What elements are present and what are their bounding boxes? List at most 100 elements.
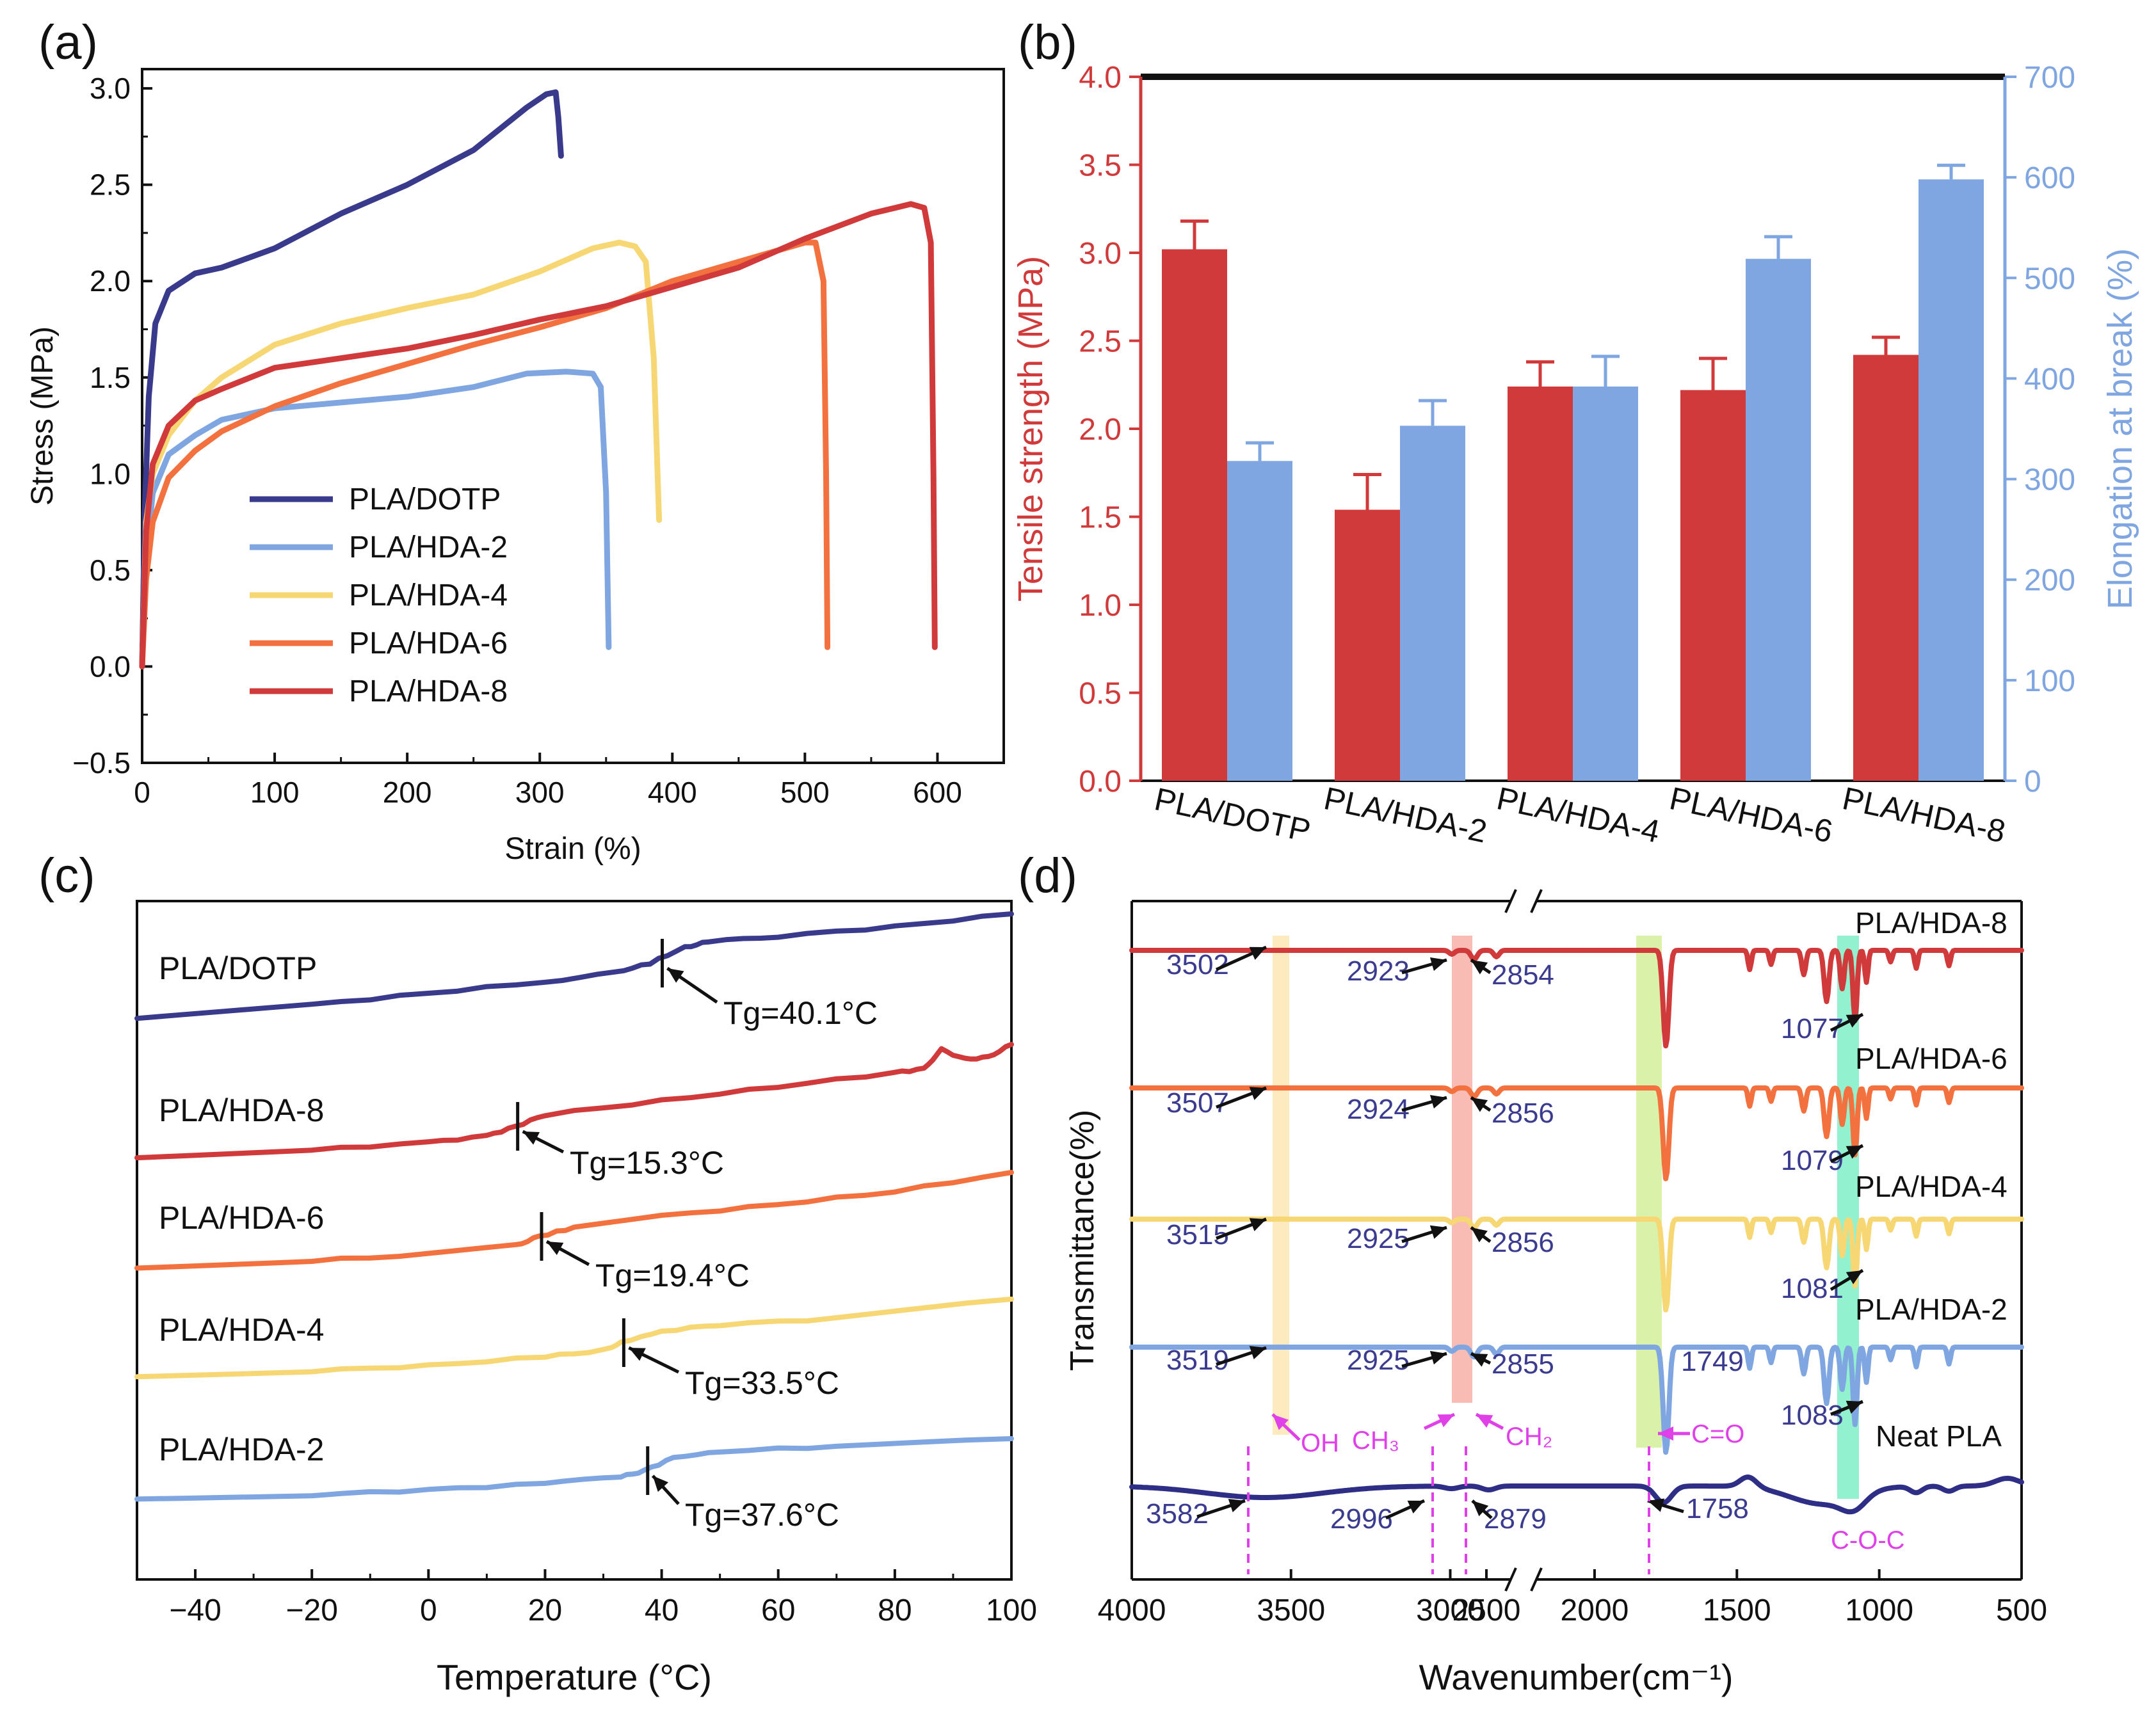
- x-tick-label: 80: [878, 1594, 912, 1627]
- peak-label: 2856: [1492, 1227, 1554, 1258]
- series-label: PLA/HDA-2: [159, 1432, 324, 1467]
- peak-arrow-head: [1249, 1218, 1266, 1231]
- bar-tensile: [1162, 249, 1227, 781]
- curve-pla-hda-4: [139, 239, 663, 669]
- peak-label: 1749: [1681, 1346, 1744, 1377]
- y-tick-label-left: 3.5: [1079, 149, 1122, 183]
- peak-arrow-head: [1846, 1400, 1863, 1414]
- x-tick-label: 20: [528, 1594, 562, 1627]
- curve-pla-hda-8: [139, 201, 938, 669]
- dsc-curve: [134, 1170, 1014, 1271]
- y-tick-label-right: 700: [2024, 61, 2075, 95]
- band-ch: [1452, 936, 1472, 1403]
- x-tick-label: −40: [169, 1594, 221, 1627]
- x-tick-label: 3500: [1257, 1594, 1325, 1627]
- x-tick-label: 500: [780, 776, 830, 809]
- x-tick-label: 40: [645, 1594, 679, 1627]
- peak-arrow-head: [1471, 1098, 1488, 1112]
- y-tick-label-left: 4.0: [1079, 61, 1122, 95]
- curve-pla-dotp: [139, 89, 564, 669]
- dsc-curve: [134, 1297, 1014, 1380]
- legend-item: PLA/HDA-6: [349, 627, 508, 660]
- peak-arrow-head: [1228, 1499, 1245, 1513]
- y-tick-label: 2.0: [90, 264, 131, 298]
- bar-elongation: [1400, 426, 1465, 781]
- tg-label: Tg=37.6°C: [685, 1497, 839, 1533]
- peak-label: 3507: [1166, 1087, 1229, 1119]
- peak-label: 2924: [1347, 1094, 1410, 1125]
- x-tick-label: 0: [134, 776, 150, 809]
- peak-label: 2856: [1492, 1098, 1554, 1129]
- y-tick-label-left: 1.5: [1079, 501, 1122, 535]
- tg-label: Tg=40.1°C: [723, 995, 878, 1031]
- y-tick-label-left: 0.0: [1079, 765, 1122, 799]
- group-label-ch2: CH₂: [1506, 1423, 1552, 1451]
- group-arrow-oh-head: [1273, 1414, 1289, 1430]
- x-tick-label: 60: [761, 1594, 795, 1627]
- ftir-curve-hda6: [1129, 1085, 2024, 1181]
- tg-arrow-head: [667, 968, 684, 983]
- x-tick-label: 1500: [1703, 1594, 1771, 1627]
- group-arrow-ch2-head: [1476, 1414, 1493, 1428]
- peak-label: 2925: [1347, 1223, 1410, 1254]
- x-tick-label: 0: [420, 1594, 437, 1627]
- y-tick-label-right: 100: [2024, 664, 2075, 698]
- panel-a-stress-strain: (a) 0 100 200 300 400 500 600 −0.5 0.0 0.5 1.0 1.5 2.…: [26, 15, 1005, 866]
- peak-arrow-head: [1471, 1354, 1488, 1367]
- x-tick-label: 600: [913, 776, 962, 809]
- category-label: PLA/DOTP: [1152, 781, 1314, 849]
- curve-pla-hda-6: [139, 239, 831, 669]
- y-tick-label-left: 3.0: [1079, 237, 1122, 271]
- y-tick-label: 1.0: [90, 457, 131, 490]
- bar-elongation: [1919, 179, 1984, 781]
- y-axis-title-right: Elongation at break (%): [2101, 248, 2139, 609]
- bar-tensile: [1335, 509, 1400, 781]
- peak-label: 1083: [1781, 1400, 1844, 1431]
- y-tick-label-left: 2.0: [1079, 413, 1122, 447]
- bar-tensile: [1508, 387, 1573, 781]
- series-label: PLA/HDA-8: [159, 1092, 324, 1128]
- tg-label: Tg=15.3°C: [570, 1145, 724, 1181]
- bar-tensile: [1853, 355, 1919, 781]
- band-co: [1636, 936, 1662, 1448]
- panel-label-c: (c): [38, 849, 95, 903]
- y-axis-title-d: Transmittance(%): [1064, 1110, 1101, 1371]
- ftir-curve-hda4: [1129, 1217, 2024, 1313]
- ftir-curve-hda2: [1129, 1345, 2024, 1455]
- peak-arrow-head: [1249, 1087, 1266, 1100]
- peak-label: 3582: [1146, 1498, 1209, 1530]
- y-tick-label-left: 2.5: [1079, 325, 1122, 359]
- peak-label: 3519: [1166, 1345, 1229, 1376]
- axis-break-mark: [1530, 1567, 1543, 1592]
- group-label-co: C=O: [1691, 1420, 1744, 1448]
- peak-label: 3515: [1166, 1219, 1229, 1251]
- legend-item: PLA/HDA-4: [349, 579, 508, 612]
- y-tick-label-right: 600: [2024, 161, 2075, 195]
- x-axis-title-d: Wavenumber(cm⁻¹): [1419, 1657, 1733, 1697]
- axis-break-mark: [1504, 1567, 1517, 1592]
- series-label: PLA/HDA-6: [1855, 1042, 2007, 1075]
- x-tick-label: 2500: [1452, 1594, 1521, 1627]
- legend-item: PLA/HDA-8: [349, 675, 508, 708]
- y-axis-title-a: Stress (MPa): [26, 326, 60, 506]
- peak-arrow-head: [1846, 1270, 1863, 1284]
- peak-arrow-head: [1429, 1351, 1447, 1365]
- x-tick-label: 4000: [1098, 1594, 1166, 1627]
- dsc-curve: [134, 911, 1014, 1021]
- peak-arrow-head: [1471, 960, 1488, 975]
- category-label: PLA/HDA-2: [1321, 780, 1490, 850]
- y-tick-label: 0.0: [90, 650, 131, 683]
- peak-arrow-head: [1846, 1146, 1863, 1159]
- peak-arrow-head: [1249, 947, 1266, 960]
- legend-item: PLA/DOTP: [349, 483, 501, 516]
- panel-label-a: (a): [38, 15, 98, 70]
- curve-pla-hda-2: [139, 369, 612, 669]
- series-label: PLA/HDA-6: [159, 1200, 324, 1236]
- peak-arrow-head: [1407, 1500, 1424, 1514]
- peak-label: 2923: [1347, 955, 1410, 987]
- panel-b-bar-chart: (b) 0.0 0.5 1.0 1.5 2.0 2.5 3.0 3.5 4.0 0 100 200 300…: [1011, 15, 2139, 850]
- series-label: PLA/HDA-4: [159, 1312, 324, 1348]
- y-tick-label-left: 0.5: [1079, 677, 1122, 711]
